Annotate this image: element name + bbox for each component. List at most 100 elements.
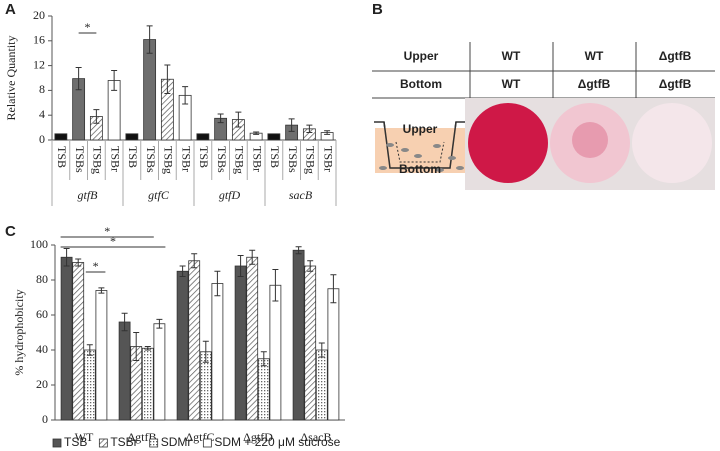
legend-swatch (52, 438, 62, 448)
error-bar (63, 248, 70, 267)
error-bar (260, 351, 267, 367)
error-bar (111, 70, 118, 91)
bar (188, 260, 201, 421)
x-tick-label: TSBr (250, 146, 264, 172)
panel-label: B (372, 1, 383, 18)
y-tick-label: 12 (33, 57, 45, 71)
x-tick-label: TSBg (91, 146, 105, 174)
bar (141, 347, 154, 421)
y-tick-label: 100 (30, 237, 48, 251)
error-bar (75, 258, 82, 267)
x-tick-label: TSBs (286, 146, 300, 173)
bar (143, 39, 157, 141)
error-bar (330, 274, 337, 304)
table-cell: WT (502, 77, 521, 91)
error-bar (253, 131, 260, 135)
x-tick-label: TSBg (233, 146, 247, 174)
error-bar (179, 265, 186, 277)
x-tick-label: TSBs (73, 146, 87, 173)
well-diagram: Upper Bottom (374, 121, 466, 176)
error-bar (272, 269, 279, 302)
error-bar (202, 340, 209, 363)
x-category-label: sacB (289, 188, 313, 202)
error-bar (146, 25, 153, 54)
table-cell: Bottom (400, 77, 442, 91)
bar (54, 133, 68, 141)
error-bar (235, 111, 242, 128)
error-bar (121, 312, 128, 332)
panel-b-cells: Upper WT WT ΔgtfB Bottom WT ΔgtfB ΔgtfB (400, 49, 692, 91)
bar (176, 270, 189, 421)
error-bar (237, 255, 244, 277)
y-tick-label: 0 (39, 132, 45, 146)
x-tick-label: TSB (268, 146, 282, 168)
x-category-label: ΔgtfD (243, 430, 273, 444)
legend-swatch (98, 438, 108, 448)
table-cell: ΔgtfB (659, 77, 692, 91)
x-category-label: WT (75, 430, 94, 444)
bar (72, 262, 85, 421)
error-bar (288, 118, 295, 132)
error-bar (86, 344, 93, 356)
bar (246, 256, 259, 421)
diagram-label: Upper (403, 122, 438, 136)
error-bar (191, 253, 198, 269)
annotation: * (85, 20, 91, 34)
bar (304, 265, 317, 421)
x-tick-label: TSBr (321, 146, 335, 172)
bar (60, 256, 73, 421)
error-bar (324, 130, 331, 135)
error-bar (133, 332, 140, 361)
legend-label: TSBr (110, 435, 137, 449)
x-category-label: gtfC (148, 188, 170, 202)
x-category-label: ΔsacB (300, 430, 331, 444)
y-axis-label: % hydrophobicity (12, 289, 26, 375)
bar (315, 349, 328, 421)
table-cell: Upper (404, 49, 439, 63)
table-cell: WT (585, 49, 604, 63)
y-tick-label: 4 (39, 107, 45, 121)
legend-label: SDMr (161, 435, 192, 449)
y-tick-label: 20 (36, 377, 48, 391)
y-tick-label: 60 (36, 307, 48, 321)
error-bar (182, 86, 189, 105)
panel-label: C (5, 223, 16, 240)
x-category-label: gtfD (219, 188, 241, 202)
y-tick-label: 40 (36, 342, 48, 356)
y-tick-label: 80 (36, 272, 48, 286)
y-tick-label: 20 (33, 8, 45, 22)
bar (125, 133, 139, 141)
y-tick-label: 0 (42, 412, 48, 426)
error-bar (156, 318, 163, 329)
x-tick-label: TSB (126, 146, 140, 168)
annotation: * (104, 224, 110, 238)
error-bar (214, 270, 221, 297)
legend-swatch (202, 438, 212, 448)
error-bar (306, 124, 313, 134)
legend-label: SDM + 220 μM sucrose (214, 435, 340, 449)
bar (269, 284, 282, 421)
bar (153, 323, 166, 421)
error-bar (144, 346, 151, 351)
x-tick-label: TSBs (144, 146, 158, 173)
x-tick-label: TSBr (108, 146, 122, 172)
x-tick-label: TSB (55, 146, 69, 168)
bar (267, 133, 281, 141)
diagram-label: Bottom (399, 162, 441, 176)
bar (257, 358, 270, 421)
error-bar (295, 246, 302, 255)
bar (196, 133, 210, 141)
error-bar (217, 113, 224, 124)
bar (327, 288, 340, 421)
x-tick-label: TSB (197, 146, 211, 168)
legend-label: TSB (64, 435, 87, 449)
legend-swatch (149, 438, 159, 448)
bar (292, 249, 305, 421)
error-bar (249, 249, 256, 265)
error-bar (318, 342, 325, 358)
bar (118, 321, 131, 421)
x-tick-label: TSBg (162, 146, 176, 174)
error-bar (75, 66, 82, 91)
